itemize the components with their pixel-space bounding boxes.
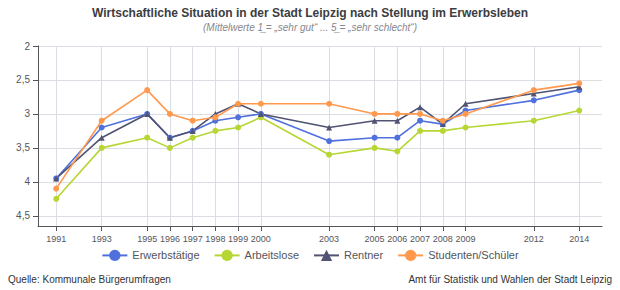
svg-text:3,5: 3,5 <box>16 142 30 153</box>
svg-text:Amt für Statistik und Wahlen d: Amt für Statistik und Wahlen der Stadt L… <box>408 274 612 285</box>
svg-text:4,5: 4,5 <box>16 210 30 221</box>
svg-text:(Mittelwerte 1̲ = „sehr gut“ .: (Mittelwerte 1̲ = „sehr gut“ ... 5̲ = „s… <box>203 22 417 33</box>
svg-text:Rentner: Rentner <box>344 249 383 261</box>
svg-text:2003: 2003 <box>319 234 339 244</box>
svg-text:2014: 2014 <box>569 234 589 244</box>
svg-text:2,5: 2,5 <box>16 74 30 85</box>
svg-text:2006: 2006 <box>387 234 407 244</box>
svg-text:2: 2 <box>24 41 30 52</box>
svg-text:1998: 1998 <box>205 234 225 244</box>
svg-text:2009: 2009 <box>456 234 476 244</box>
svg-text:2005: 2005 <box>365 234 385 244</box>
svg-text:1999: 1999 <box>228 234 248 244</box>
svg-text:Wirtschaftliche Situation in d: Wirtschaftliche Situation in der Stadt L… <box>92 6 528 20</box>
svg-text:1997: 1997 <box>183 234 203 244</box>
svg-text:4: 4 <box>24 176 30 187</box>
svg-text:2008: 2008 <box>433 234 453 244</box>
svg-text:2012: 2012 <box>524 234 544 244</box>
svg-text:1993: 1993 <box>92 234 112 244</box>
svg-text:Quelle: Kommunale Bürgerumfrag: Quelle: Kommunale Bürgerumfragen <box>8 274 171 285</box>
svg-text:Arbeitslose: Arbeitslose <box>245 249 299 261</box>
svg-text:Studenten/Schüler: Studenten/Schüler <box>428 249 519 261</box>
svg-text:1996: 1996 <box>160 234 180 244</box>
svg-text:2007: 2007 <box>410 234 430 244</box>
svg-text:3: 3 <box>24 108 30 119</box>
svg-text:1995: 1995 <box>137 234 157 244</box>
svg-text:2000: 2000 <box>251 234 271 244</box>
svg-text:1991: 1991 <box>46 234 66 244</box>
svg-text:Erwerbstätige: Erwerbstätige <box>132 249 199 261</box>
